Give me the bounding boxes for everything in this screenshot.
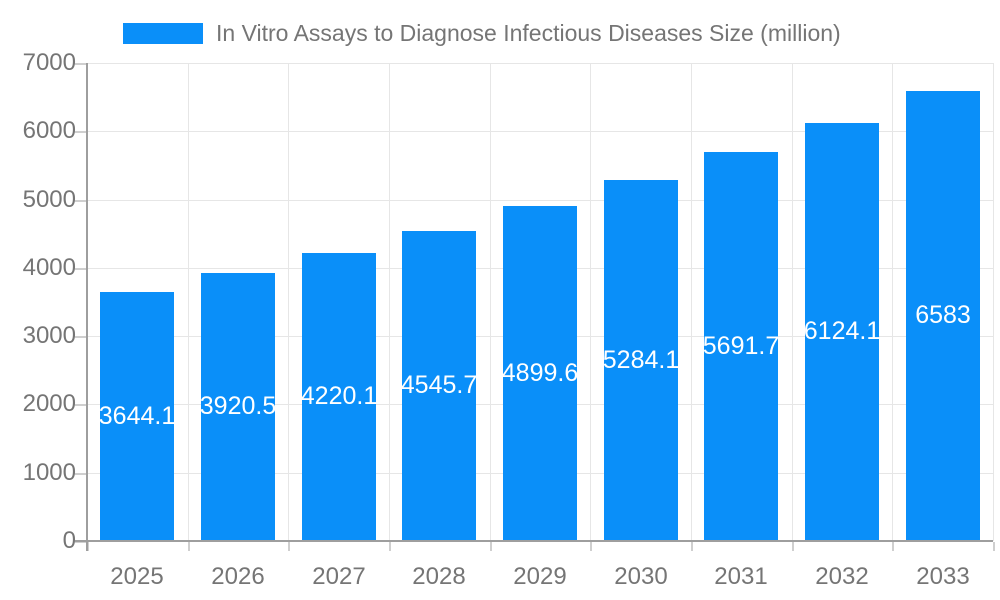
x-axis-tick [590,542,592,551]
x-gridline [188,63,189,541]
x-axis-line [75,540,993,542]
legend-series-label: In Vitro Assays to Diagnose Infectious D… [216,20,841,46]
x-axis-tick [87,542,89,551]
x-axis-tick-label: 2026 [211,563,265,590]
bar-2033[interactable] [906,91,980,541]
x-axis-tick-label: 2029 [513,563,567,590]
x-gridline [389,63,390,541]
x-axis-tick [490,542,492,551]
y-axis-tick-label: 5000 [22,186,76,213]
x-axis-tick-label: 2025 [110,563,164,590]
y-axis-tick [75,131,87,133]
y-axis-tick-label: 6000 [22,117,76,144]
x-axis-tick-label: 2028 [412,563,466,590]
y-axis-tick-label: 4000 [22,254,76,281]
x-gridline [892,63,893,541]
x-axis-tick-label: 2033 [916,563,970,590]
y-axis-tick [75,200,87,202]
x-gridline [288,63,289,541]
x-axis-tick [288,542,290,551]
bar-2027[interactable] [302,253,376,541]
x-axis-tick-label: 2031 [714,563,768,590]
y-axis-tick-label: 2000 [22,390,76,417]
x-gridline [590,63,591,541]
bar-2025[interactable] [100,292,174,541]
bar-2032[interactable] [805,123,879,541]
y-axis-tick [75,404,87,406]
x-axis-tick [188,542,190,551]
x-axis-tick-label: 2032 [815,563,869,590]
x-gridline [792,63,793,541]
y-axis-line [86,63,88,551]
y-axis-tick [75,336,87,338]
x-axis-tick [691,542,693,551]
legend[interactable]: In Vitro Assays to Diagnose Infectious D… [123,17,841,49]
x-axis-tick-label: 2030 [614,563,668,590]
y-axis-tick-label: 3000 [22,322,76,349]
x-axis-tick [892,542,894,551]
x-axis-tick [389,542,391,551]
y-axis-tick [75,541,87,543]
legend-swatch [123,22,203,44]
bar-2029[interactable] [503,206,577,541]
x-gridline [993,63,994,541]
y-axis-tick-label: 7000 [22,49,76,76]
y-axis-tick [75,63,87,65]
bar-2026[interactable] [201,273,275,541]
x-gridline [691,63,692,541]
x-axis-tick [993,542,995,551]
y-axis-tick [75,473,87,475]
y-gridline [87,131,993,132]
y-gridline [87,63,993,64]
x-gridline [490,63,491,541]
bar-2030[interactable] [604,180,678,541]
x-axis-tick [792,542,794,551]
bar-2028[interactable] [402,231,476,541]
y-gridline [87,200,993,201]
y-axis-tick [75,268,87,270]
y-axis-tick-label: 0 [62,527,76,554]
bar-2031[interactable] [704,152,778,541]
x-axis-tick-label: 2027 [312,563,366,590]
y-axis-tick-label: 1000 [22,459,76,486]
